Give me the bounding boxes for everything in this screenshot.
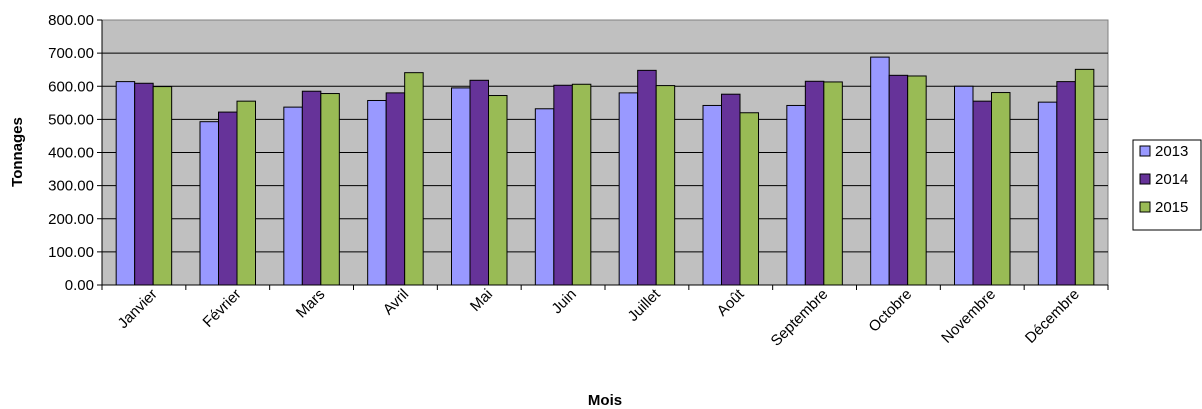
bar-2013-1 (115, 81, 136, 286)
y-tick-label: 800.00 (48, 12, 94, 29)
legend-label-2013: 2013 (1155, 143, 1188, 160)
bar-2015-4 (404, 72, 424, 286)
bar-2013-6 (534, 108, 555, 286)
y-axis-title: Tonnages (9, 117, 26, 187)
x-tick-label: Août (714, 285, 748, 319)
y-tick-label: 700.00 (48, 45, 94, 62)
x-tick-label: Janvier (115, 286, 161, 332)
y-tick-label: 200.00 (48, 211, 94, 228)
bar-2014-12 (1056, 81, 1076, 286)
y-tick-label: 400.00 (48, 145, 94, 162)
y-tick-label: 0.00 (65, 277, 94, 294)
x-tick-label: Février (200, 286, 245, 331)
bar-2014-4 (385, 92, 406, 286)
bar-2015-12 (1074, 68, 1095, 286)
bar-2015-9 (823, 81, 843, 286)
legend-swatch-2014 (1139, 173, 1151, 185)
bar-2015-8 (739, 112, 759, 286)
x-tick-label: Mai (467, 286, 496, 315)
bar-2014-11 (972, 100, 992, 286)
y-axis-ticks: 0.00 100.00 200.00 300.00 400.00 500.00 600.00… (48, 12, 102, 294)
y-tick-label: 100.00 (48, 244, 94, 261)
bar-2014-7 (637, 69, 657, 286)
legend-label-2015: 2015 (1155, 199, 1188, 216)
x-tick-label: Novembre (938, 286, 999, 347)
legend-label-2014: 2014 (1155, 171, 1188, 188)
bar-2013-8 (702, 104, 722, 286)
bar-2013-2 (199, 121, 219, 286)
bar-2013-4 (367, 99, 387, 286)
bar-2013-9 (786, 104, 806, 286)
bar-2015-3 (320, 93, 340, 286)
x-axis-title: Mois (588, 392, 622, 409)
bar-2015-1 (152, 86, 173, 286)
bar-2013-7 (618, 92, 639, 286)
bar-2015-6 (571, 83, 592, 286)
gridlines (102, 52, 1108, 253)
bar-2015-11 (991, 92, 1011, 286)
y-tick-label: 300.00 (48, 178, 94, 195)
bar-2014-5 (469, 79, 489, 286)
bar-2015-2 (236, 100, 256, 286)
x-tick-label: Décembre (1022, 286, 1083, 347)
x-axis-ticks: Janvier Février Mars Avril Mai Juin Juillet Aoû… (101, 285, 1109, 350)
bar-2014-8 (721, 93, 741, 286)
bar-2015-7 (655, 85, 676, 286)
legend-swatch-2013 (1139, 145, 1151, 157)
bar-2015-5 (488, 95, 508, 286)
bar-2014-2 (218, 111, 238, 286)
y-tick-label: 500.00 (48, 111, 94, 128)
bar-2013-11 (954, 85, 974, 286)
bar-2014-9 (804, 80, 825, 286)
x-tick-label: Octobre (865, 286, 915, 336)
bar-2013-3 (283, 106, 303, 286)
x-tick-label: Avril (380, 286, 412, 318)
bar-2014-10 (888, 74, 909, 286)
bar-2013-5 (451, 87, 471, 286)
x-tick-label: Juin (548, 286, 579, 317)
bar-2014-1 (134, 82, 154, 286)
x-tick-label: Juillet (625, 285, 665, 325)
legend: 2013 2014 2015 (1132, 139, 1202, 231)
x-tick-label: Septembre (768, 286, 832, 350)
bar-2014-3 (301, 90, 322, 286)
bar-2013-12 (1037, 101, 1058, 286)
legend-swatch-2015 (1139, 201, 1151, 213)
y-tick-label: 600.00 (48, 78, 94, 95)
x-tick-label: Mars (293, 286, 329, 322)
bar-2015-10 (907, 75, 927, 286)
bar-2013-10 (870, 56, 890, 286)
bar-2014-6 (553, 84, 573, 286)
